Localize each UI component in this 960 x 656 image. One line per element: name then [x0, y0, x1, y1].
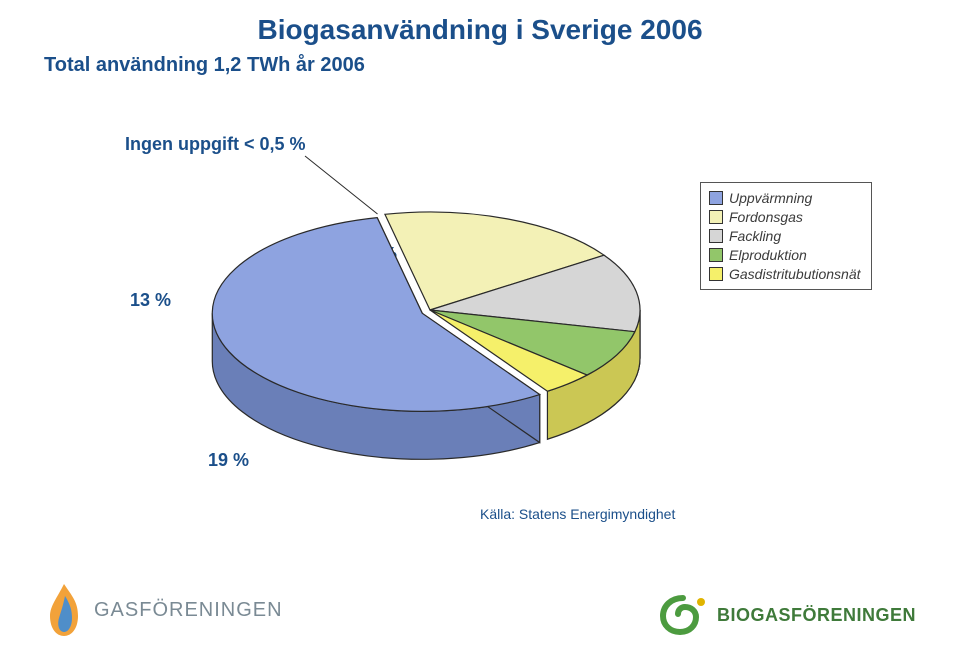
- legend-swatch: [709, 267, 723, 281]
- swirl-icon: [657, 592, 709, 638]
- legend-swatch: [709, 248, 723, 262]
- legend-row: Elproduktion: [709, 246, 861, 265]
- legend-label: Gasdistritubutionsnät: [729, 265, 861, 284]
- leader-line: [305, 156, 378, 214]
- legend-swatch: [709, 229, 723, 243]
- legend-row: Gasdistritubutionsnät: [709, 265, 861, 284]
- page: Biogasanvändning i Sverige 2006 Total an…: [0, 0, 960, 656]
- legend-label: Fackling: [729, 227, 781, 246]
- biogasforeningen-logo: BIOGASFÖRENINGEN: [657, 592, 916, 638]
- biogasforeningen-text: BIOGASFÖRENINGEN: [717, 605, 916, 626]
- legend-row: Fackling: [709, 227, 861, 246]
- gasforeningen-text: GASFÖRENINGEN: [94, 599, 283, 622]
- legend-row: Fordonsgas: [709, 208, 861, 227]
- legend-label: Fordonsgas: [729, 208, 803, 227]
- source-text: Källa: Statens Energimyndighet: [480, 506, 675, 522]
- footer-logos: GASFÖRENINGEN BIOGASFÖRENINGEN: [0, 582, 960, 638]
- legend-swatch: [709, 210, 723, 224]
- legend-row: Uppvärmning: [709, 189, 861, 208]
- legend-swatch: [709, 191, 723, 205]
- legend-label: Uppvärmning: [729, 189, 812, 208]
- flame-icon: [44, 582, 84, 638]
- legend-label: Elproduktion: [729, 246, 807, 265]
- legend: UppvärmningFordonsgasFacklingElproduktio…: [700, 182, 872, 290]
- gasforeningen-logo: GASFÖRENINGEN: [44, 582, 283, 638]
